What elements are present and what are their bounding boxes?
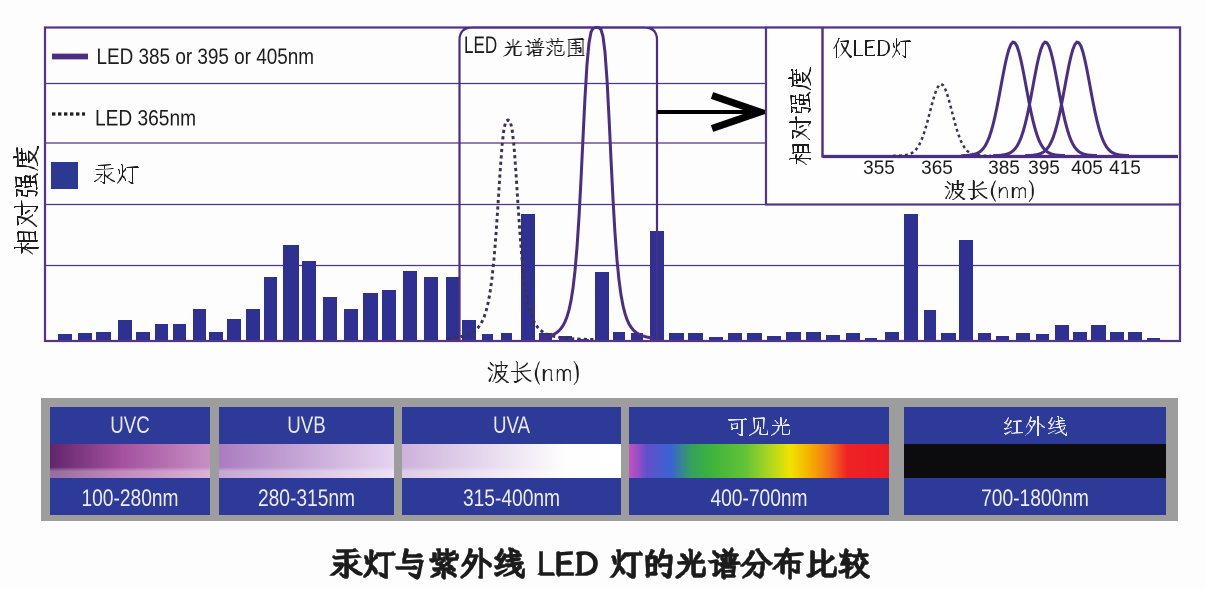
svg-text:400-700nm: 400-700nm <box>710 484 807 512</box>
svg-text:700-1800nm: 700-1800nm <box>981 484 1089 512</box>
svg-text:UVB: UVB <box>287 412 325 439</box>
svg-text:365: 365 <box>921 158 953 179</box>
svg-text:395: 395 <box>1028 158 1060 179</box>
svg-text:LED 365nm: LED 365nm <box>95 106 196 131</box>
svg-text:385: 385 <box>988 158 1020 179</box>
svg-text:LED: LED <box>464 32 497 59</box>
svg-text:UVA: UVA <box>493 412 531 439</box>
svg-text:315-400nm: 315-400nm <box>463 484 560 512</box>
svg-text:100-280nm: 100-280nm <box>81 484 178 512</box>
svg-text:415: 415 <box>1109 158 1141 179</box>
svg-text:LED 385 or 395 or 405nm: LED 385 or 395 or 405nm <box>97 45 315 70</box>
svg-text:405: 405 <box>1071 158 1103 179</box>
svg-text:355: 355 <box>863 158 895 179</box>
svg-text:UVC: UVC <box>110 412 150 439</box>
svg-text:280-315nm: 280-315nm <box>258 484 355 512</box>
